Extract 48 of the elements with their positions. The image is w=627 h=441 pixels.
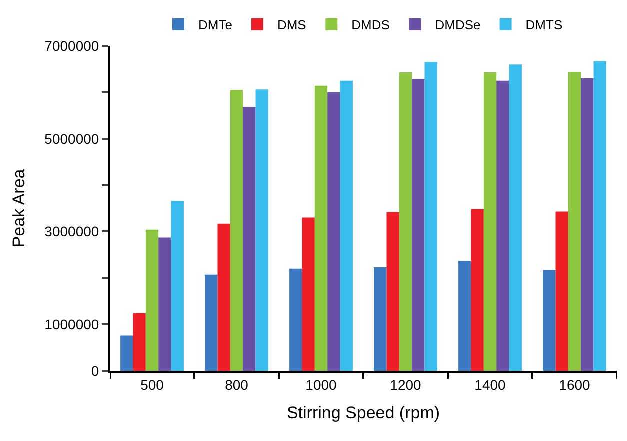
bar (399, 72, 412, 371)
legend-label: DMTS (526, 18, 563, 33)
bar (496, 80, 510, 371)
x-tick-label: 500 (140, 376, 164, 393)
y-tick-label: 0 (91, 362, 100, 379)
bar (256, 90, 268, 371)
bar (594, 61, 606, 371)
bar (171, 201, 184, 371)
x-axis-title: Stirring Speed (rpm) (286, 404, 440, 423)
bar (205, 274, 218, 371)
y-tick-label: 5000000 (44, 130, 100, 147)
bar (340, 80, 353, 371)
bar (581, 78, 594, 371)
bar (146, 230, 159, 371)
legend-label: DMDSe (435, 18, 481, 33)
bar (509, 64, 522, 371)
x-tick-label: 1000 (306, 376, 338, 393)
x-tick-label: 1400 (474, 376, 506, 393)
bar (243, 107, 256, 371)
bar (424, 62, 438, 371)
bar (314, 86, 328, 371)
bar (328, 92, 340, 371)
bar (302, 218, 315, 371)
y-tick-label: 7000000 (44, 38, 100, 54)
bar (543, 270, 556, 371)
bar (218, 224, 230, 371)
bar (568, 72, 582, 371)
bar (386, 212, 400, 371)
bar (230, 90, 244, 371)
bar (556, 212, 568, 371)
bar (158, 238, 172, 371)
bar (458, 260, 472, 371)
bar (290, 268, 302, 371)
legend-label: DMDS (352, 18, 390, 33)
legend-label: DMTe (198, 18, 232, 33)
legend-label: DMS (277, 18, 307, 33)
bar (484, 72, 497, 371)
bar (374, 267, 387, 371)
x-tick-label: 800 (225, 376, 249, 393)
x-tick-label: 1200 (390, 376, 422, 393)
bar (471, 209, 484, 371)
y-tick-label: 3000000 (44, 224, 100, 240)
bar (120, 336, 134, 371)
bar (133, 313, 146, 371)
y-axis-title: Peak Area (10, 168, 29, 248)
bar (412, 78, 425, 371)
x-tick-label: 1600 (559, 376, 591, 393)
y-tick-label: 1000000 (44, 316, 100, 332)
